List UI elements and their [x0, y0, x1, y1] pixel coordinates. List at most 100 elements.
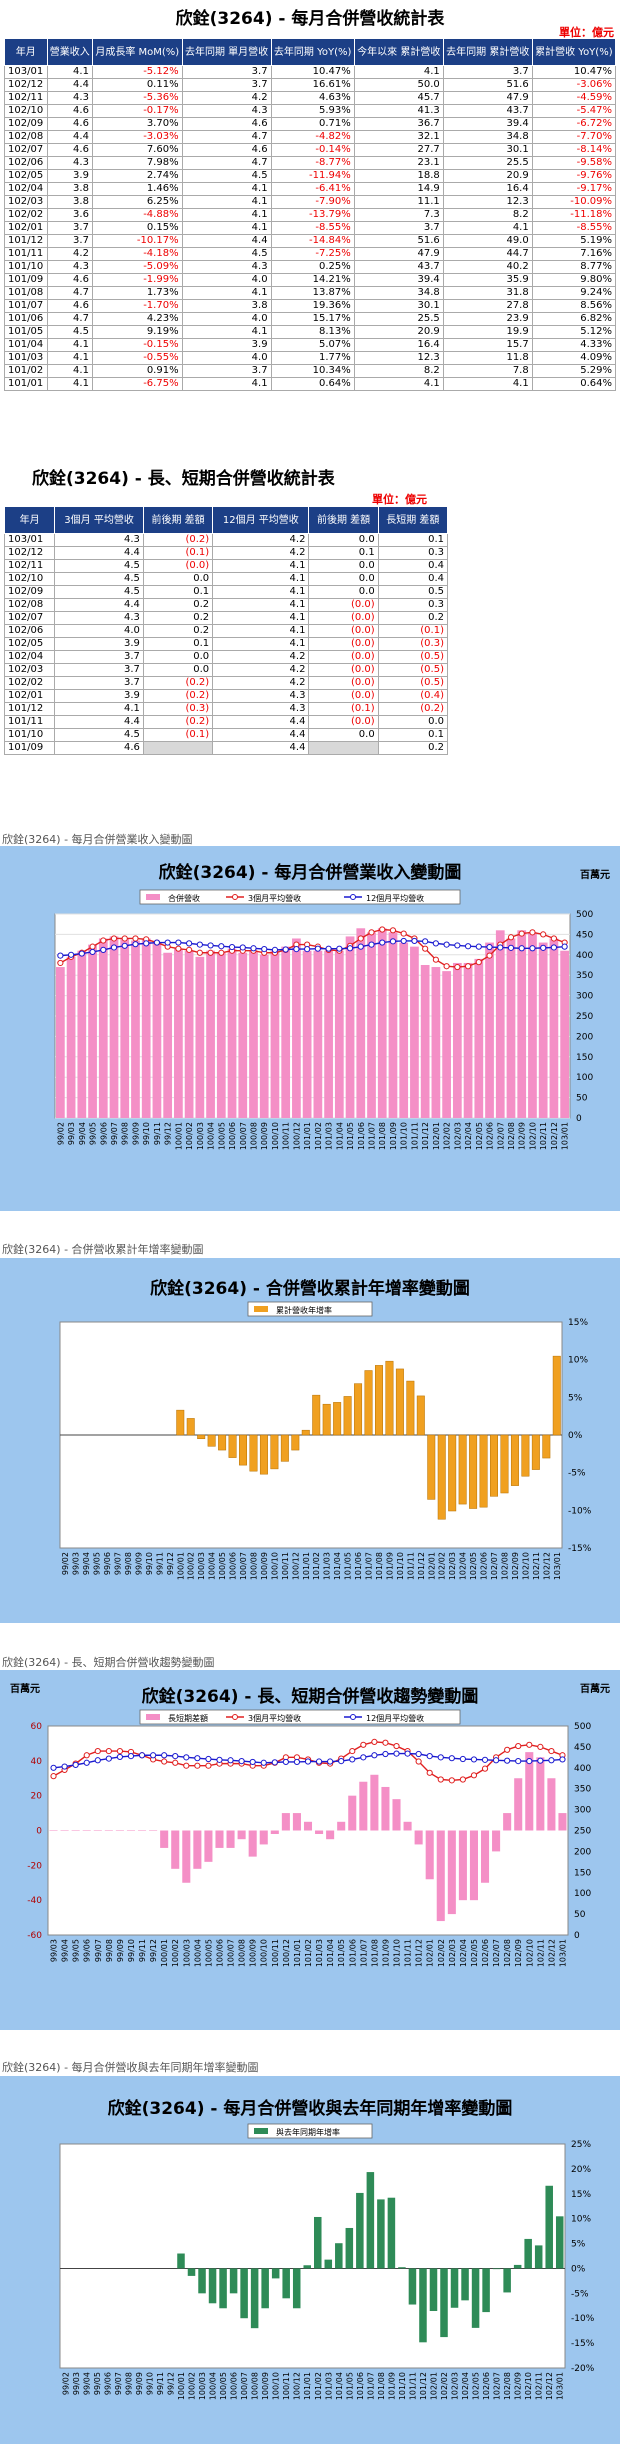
avg12m-point [497, 944, 504, 951]
avg3m-point [207, 949, 214, 956]
x-tick-label: 99/11 [155, 1552, 164, 1575]
table-cell: 14.21% [270, 273, 355, 287]
table-cell: 103/01 [4, 65, 48, 79]
x-tick-label: 99/03 [72, 2372, 81, 2395]
table-cell: 31.8 [442, 286, 533, 300]
table-cell: 7.16% [531, 247, 617, 261]
x-tick-label: 100/10 [270, 1552, 279, 1580]
table-header-cell: 月成長率 MoM(%) [91, 38, 183, 66]
avg3m-point [194, 1762, 201, 1769]
x-tick-label: 99/11 [138, 1939, 147, 1962]
y-left-tick-label: -40 [27, 1896, 42, 1906]
x-tick-label: 100/02 [171, 1939, 180, 1967]
yoy-bar [356, 2192, 364, 2269]
x-tick-label: 100/06 [229, 1552, 238, 1580]
avg12m-point [127, 1752, 135, 1760]
table-cell: 20.9 [353, 325, 444, 339]
avg12m-point [271, 946, 279, 954]
x-tick-label: 99/06 [103, 1552, 112, 1575]
table-cell: 4.3 [46, 91, 93, 105]
table-cell: 4.2 [212, 546, 310, 560]
table-cell: 5.07% [270, 338, 355, 352]
x-tick-label: 102/10 [524, 2372, 533, 2400]
avg3m-point [548, 1747, 555, 1755]
y-tick-label: 5% [571, 2240, 586, 2250]
table-cell: 101/03 [4, 351, 48, 365]
table-cell: -1.70% [91, 299, 183, 313]
table-cell: 35.9 [442, 273, 533, 287]
table-row: 102/08 4.4 -3.03% 4.7 -4.82% 32.1 34.8 -7.70% [4, 130, 617, 144]
revenue-bar [66, 956, 76, 1118]
revenue-bar [152, 942, 162, 1118]
avg12m-point [239, 944, 246, 951]
table-cell: (0.0) [308, 676, 379, 690]
table-cell: 101/09 [3, 741, 56, 755]
table-cell: 15.7 [442, 338, 533, 352]
diff-bar [447, 1830, 456, 1915]
table-cell: 4.1 [442, 377, 533, 391]
x-tick-label: 100/05 [218, 1552, 227, 1580]
cum-yoy-bar [270, 1434, 279, 1470]
x-tick-label: 102/08 [500, 1552, 509, 1580]
diff-bar [348, 1795, 357, 1831]
legend-box [247, 1301, 373, 1317]
avg3m-point [121, 935, 128, 942]
x-tick-label: 99/12 [149, 1939, 158, 1962]
diff-bar [469, 1830, 478, 1901]
avg12m-point [404, 1750, 411, 1757]
avg12m-point [100, 946, 107, 954]
x-tick-label: 101/05 [346, 1122, 355, 1150]
table-cell: 4.6 [181, 117, 272, 131]
avg12m-point [116, 1753, 124, 1761]
x-tick-label: 101/09 [387, 2372, 396, 2400]
table-cell: 19.36% [270, 299, 355, 313]
avg3m-point [432, 956, 439, 963]
x-tick-label: 101/11 [408, 2372, 417, 2400]
diff-bar [458, 1830, 467, 1901]
table-cell: 1.46% [91, 182, 183, 196]
table-row: 101/10 4.3 -5.09% 4.3 0.25% 43.7 40.2 8.77% [4, 260, 617, 274]
table-cell: 101/06 [4, 312, 48, 326]
table-cell: 0.3 [377, 546, 449, 560]
cum-yoy-bar [531, 1434, 540, 1470]
avg3m-point [132, 935, 139, 942]
avg12m-point [164, 939, 171, 946]
x-tick-label: 101/02 [314, 2372, 323, 2400]
y-right-tick-label: 200 [574, 1847, 591, 1857]
x-tick-label: 102/07 [496, 1122, 505, 1150]
cum-yoy-bar [490, 1434, 498, 1497]
diff-bar [303, 1821, 313, 1831]
x-tick-label: 101/04 [333, 1552, 342, 1580]
x-tick-label: 102/05 [469, 1552, 478, 1580]
table-cell: 101/09 [4, 273, 48, 287]
x-tick-label: 101/07 [365, 1552, 374, 1580]
table-cell: 3.7 [181, 78, 272, 92]
x-tick-label: 102/02 [437, 1939, 446, 1967]
avg3m-point [183, 1762, 190, 1769]
table-header-cell: 前後期 差額 [142, 506, 214, 534]
table-cell: 4.1 [212, 585, 310, 599]
x-tick-label: 99/11 [153, 1122, 162, 1145]
table-cell: 101/11 [3, 715, 56, 729]
table-cell: 0.2 [377, 611, 449, 625]
cum-yoy-bar [280, 1434, 289, 1462]
x-tick-label: 101/01 [303, 2372, 312, 2400]
legend-swatch [254, 2128, 268, 2134]
table-cell: 4.1 [212, 598, 310, 612]
table-cell: 9.24% [531, 286, 617, 300]
table-row: 101/06 4.7 4.23% 4.0 15.17% 25.5 23.9 6.82% [4, 312, 617, 326]
monthly-section: 欣銓(3264) - 每月合併營收統計表 單位：億元 年月 營業收入 月成長率 Mo… [0, 0, 620, 455]
diff-bar [49, 1830, 58, 1831]
table-cell: 4.1 [181, 325, 272, 339]
table-header-cell: 去年同期 累計營收 [442, 38, 533, 66]
revenue-bar [227, 948, 237, 1118]
avg12m-point [89, 948, 96, 956]
table-header-cell: 年月 [4, 38, 48, 66]
cum-yoy-bar [218, 1434, 227, 1451]
y-tick-label: 15% [568, 1318, 588, 1328]
legend-swatch [350, 1714, 356, 1720]
avg12m-point [205, 1755, 212, 1763]
x-tick-label: 102/11 [536, 1939, 545, 1967]
y-tick-label: 10% [568, 1356, 588, 1366]
x-tick-label: 101/08 [370, 1939, 379, 1967]
